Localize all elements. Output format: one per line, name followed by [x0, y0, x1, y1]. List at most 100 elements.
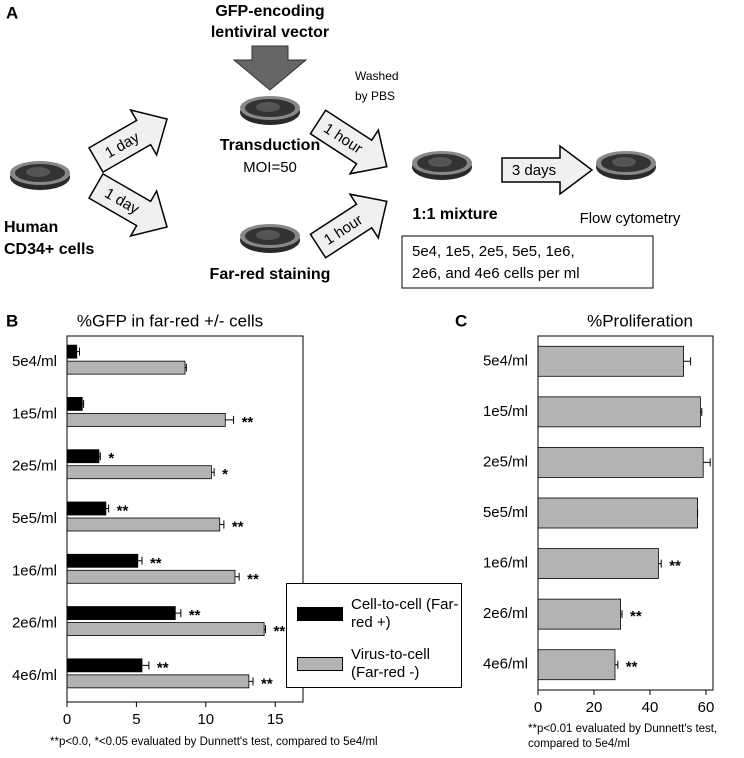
dish: [240, 224, 300, 253]
bar: [66, 449, 100, 464]
bar: [66, 397, 83, 411]
error-bar: [185, 363, 187, 372]
cells-label: CD34+ cells: [4, 241, 94, 258]
error-bar: [137, 556, 143, 565]
error-bar: [615, 660, 619, 669]
y-tick-label: 2e6/ml: [483, 605, 528, 622]
x-tick-label: 20: [586, 699, 603, 716]
legend-swatch: [297, 607, 343, 621]
conditions: 2e6, and 4e6 cells per ml: [412, 265, 580, 282]
chart-title: %GFP in far-red +/- cells: [77, 311, 263, 330]
bar: [537, 447, 704, 478]
plot-frame: [537, 335, 714, 691]
bar: [537, 497, 699, 529]
step-label: Flow cytometry: [580, 210, 681, 227]
significance: **: [669, 558, 681, 575]
y-tick-label: 2e6/ml: [12, 615, 57, 632]
note: Washed: [355, 69, 399, 83]
x-tick-label: 5: [132, 711, 140, 728]
error-bar: [219, 520, 225, 529]
bar: [66, 606, 176, 620]
x-tick-label: 40: [642, 699, 659, 716]
bar: [66, 569, 236, 584]
legend-swatch: [297, 657, 343, 671]
y-tick-label: 1e6/ml: [483, 555, 528, 572]
significance: *: [222, 466, 228, 483]
plot-frame: [66, 335, 304, 703]
x-tick-label: 60: [698, 699, 715, 716]
error-bar: [700, 407, 703, 416]
chart-title: %Proliferation: [587, 311, 693, 330]
bar: [537, 649, 616, 681]
error-bar: [264, 625, 267, 634]
significance: **: [626, 659, 638, 676]
significance: **: [261, 675, 273, 692]
step-label: 1:1 mixture: [412, 206, 497, 223]
significance: **: [157, 659, 169, 676]
significance: **: [630, 608, 642, 625]
dish: [412, 151, 472, 180]
arrow-label: 3 days: [512, 162, 556, 179]
conditions: 5e4, 1e5, 2e5, 5e5, 1e6,: [412, 243, 575, 260]
error-bar: [225, 415, 235, 424]
bar: [66, 501, 107, 516]
significance: **: [189, 607, 201, 624]
error-bar: [620, 610, 623, 619]
y-tick-label: 4e6/ml: [483, 656, 528, 673]
bar: [66, 344, 78, 359]
error-bar: [175, 609, 182, 618]
y-tick-label: 2e5/ml: [12, 458, 57, 475]
error-bar: [211, 468, 215, 477]
cells-label: Human: [4, 219, 58, 236]
y-tick-label: 5e4/ml: [12, 353, 57, 370]
legend: Cell-to-cell (Far-red +) Virus-to-cell (F…: [286, 583, 462, 688]
significance: **: [242, 414, 254, 431]
error-bar: [234, 572, 240, 581]
bar: [66, 413, 226, 427]
bar: [66, 622, 265, 636]
bar: [66, 465, 212, 480]
y-tick-label: 1e6/ml: [12, 562, 57, 579]
footnote: **p<0.01 evaluated by Dunnett's test, co…: [528, 723, 718, 750]
arrow: 1 hour: [303, 178, 402, 269]
conditions-box: [401, 235, 654, 289]
error-bar: [105, 504, 110, 513]
vector-label: GFP-encoding: [215, 3, 324, 20]
bar: [537, 345, 685, 377]
y-tick-label: 5e5/ml: [12, 510, 57, 527]
x-tick-label: 0: [534, 699, 542, 716]
significance: **: [117, 502, 129, 519]
legend-entry: Cell-to-cell (Far-red +): [297, 596, 461, 632]
dish: [10, 161, 70, 190]
bar: [66, 517, 221, 532]
legend-entry: Virus-to-cell (Far-red -): [297, 646, 461, 682]
footnote: **p<0.0, *<0.05 evaluated by Dunnett's t…: [50, 736, 378, 748]
step-label: Transduction: [220, 137, 320, 154]
y-tick-label: 2e5/ml: [483, 453, 528, 470]
significance: **: [232, 518, 244, 535]
y-tick-label: 5e5/ml: [483, 504, 528, 521]
dish: [240, 96, 300, 125]
dish: [596, 151, 656, 180]
arrow: 1 day: [82, 162, 181, 251]
bar: [537, 548, 659, 579]
x-tick-label: 10: [197, 711, 214, 728]
significance: **: [247, 571, 259, 588]
error-bar: [658, 559, 662, 568]
legend-label: Cell-to-cell (Far-red +): [351, 596, 459, 631]
significance: **: [150, 555, 162, 572]
step-label: Far-red staining: [210, 266, 331, 283]
y-tick-label: 4e6/ml: [12, 667, 57, 684]
panel-label: B: [6, 311, 18, 330]
panel-label: C: [455, 311, 467, 330]
bar: [66, 553, 139, 568]
error-bar: [76, 347, 80, 356]
bar: [66, 674, 250, 689]
legend-label: Virus-to-cell (Far-red -): [351, 646, 430, 681]
y-tick-label: 5e4/ml: [483, 352, 528, 369]
significance: **: [274, 623, 286, 640]
arrow: 1 day: [82, 95, 181, 184]
down-arrow: [232, 45, 308, 91]
